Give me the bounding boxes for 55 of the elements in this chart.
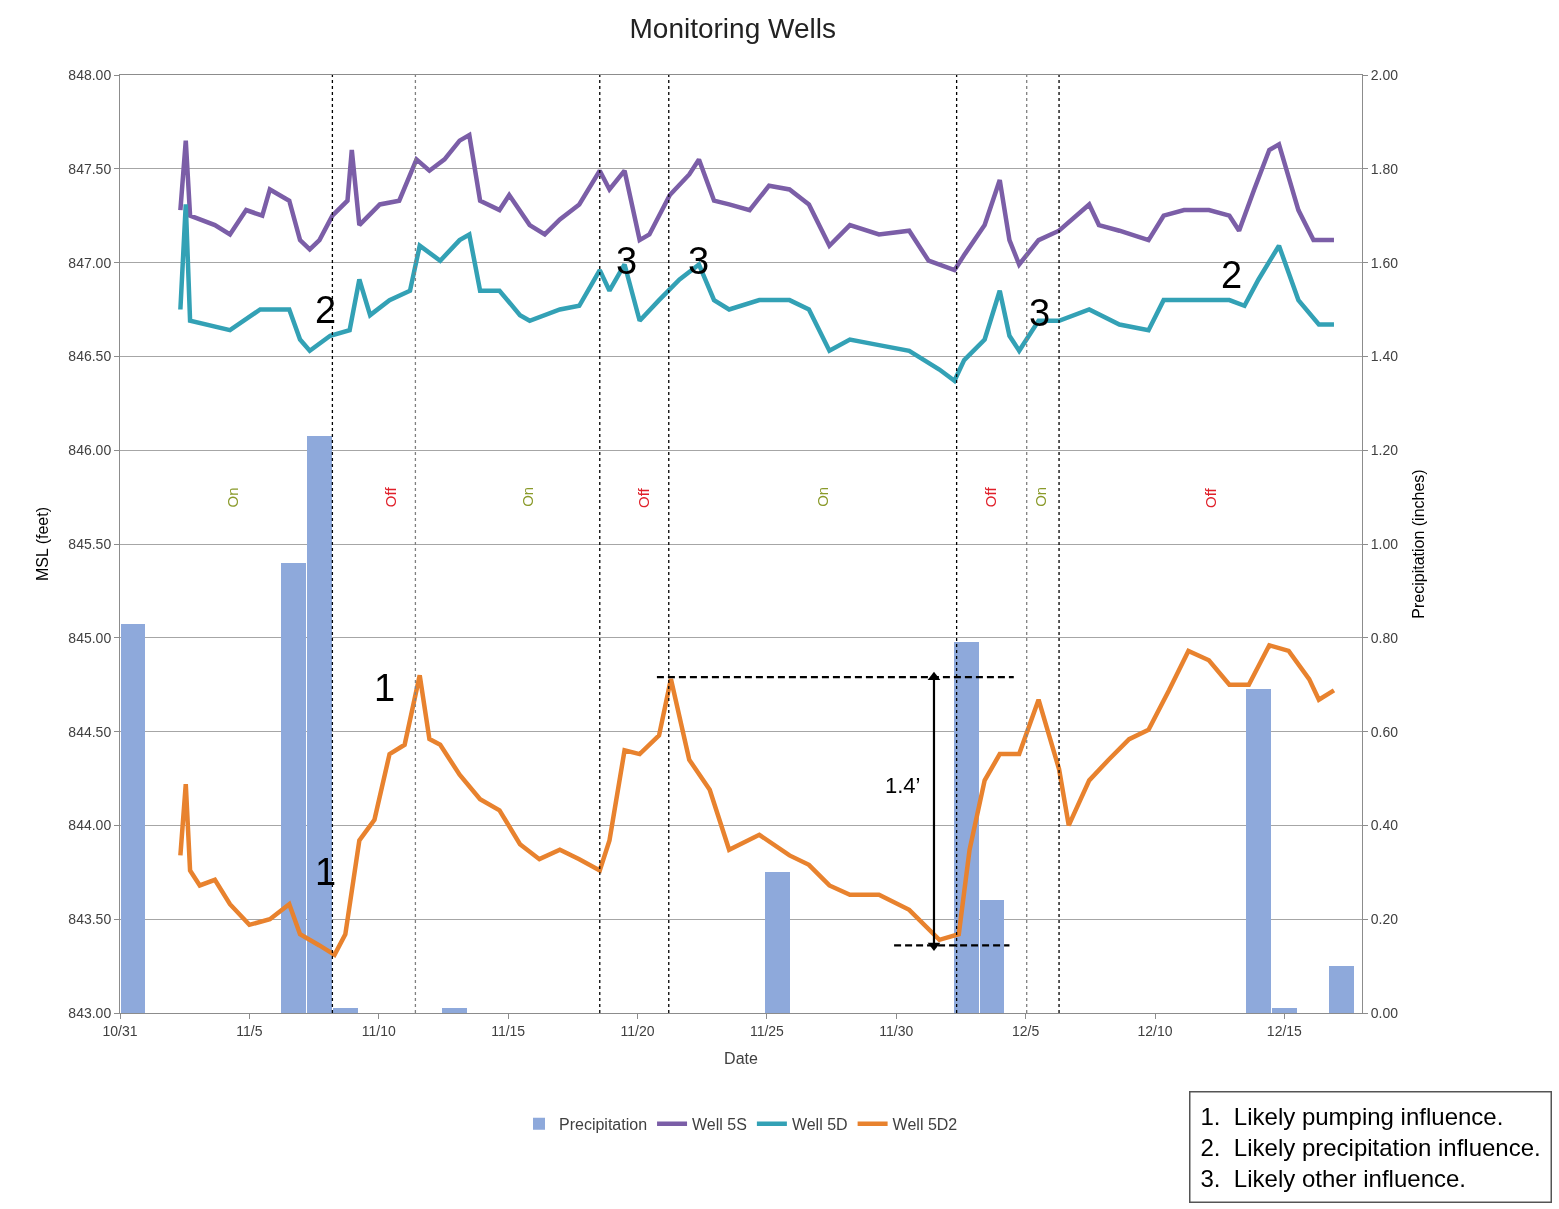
- annotation: On: [224, 487, 242, 508]
- annotation: Off: [981, 486, 999, 508]
- annotation: 1.4’: [885, 773, 921, 798]
- x-tick-label: 11/5: [236, 1022, 263, 1039]
- y2-tick-label: 0.40: [1370, 817, 1399, 834]
- annotation: On: [813, 486, 831, 507]
- annotation: Off: [1201, 487, 1219, 509]
- y2-tick-label: 1.00: [1370, 535, 1399, 552]
- y-tick-label: 847.50: [68, 160, 112, 177]
- legend-label: Well 5D: [791, 1115, 848, 1133]
- y2-tick-label: 0.80: [1370, 629, 1399, 646]
- annotation: Off: [381, 486, 399, 508]
- annotation: 2: [315, 289, 337, 331]
- y-tick-label: 846.00: [68, 442, 112, 459]
- y-tick-label: 844.50: [68, 723, 112, 740]
- y-axis-title: MSL (feet): [34, 506, 52, 582]
- annotation: 2: [1221, 254, 1243, 296]
- y2-tick-label: 1.40: [1370, 348, 1399, 365]
- y-tick-label: 848.00: [68, 66, 112, 83]
- y-tick-label: 843.50: [68, 911, 112, 928]
- x-tick-label: 12/5: [1012, 1022, 1040, 1039]
- x-tick-label: 10/31: [102, 1022, 138, 1039]
- legend-label: Precipitation: [559, 1115, 648, 1133]
- annotation: 3: [616, 240, 638, 282]
- y2-tick-label: 1.80: [1370, 160, 1399, 177]
- annotation: On: [518, 486, 536, 507]
- annotation: 1: [374, 667, 396, 709]
- x-axis-title: Date: [724, 1050, 758, 1068]
- y-tick-label: 844.00: [68, 817, 112, 834]
- annotation: 1: [315, 851, 337, 893]
- text: 1. Likely pumping influence. 2. Likely precipitation influence. 3. Likely other influence.: [1200, 1102, 1541, 1192]
- y2-tick-label: 1.60: [1370, 254, 1399, 271]
- x-tick-label: 11/25: [749, 1022, 785, 1039]
- x-tick-label: 11/10: [361, 1022, 396, 1039]
- y2-tick-label: 0.00: [1370, 1004, 1399, 1021]
- y-tick-label: 845.50: [68, 535, 112, 552]
- y2-tick-label: 2.00: [1370, 66, 1399, 83]
- x-tick-label: 12/10: [1137, 1022, 1173, 1039]
- y-tick-label: 843.00: [68, 1004, 112, 1021]
- annotation: Off: [634, 487, 652, 508]
- y2-tick-label: 0.60: [1370, 723, 1399, 740]
- y2-tick-label: 0.20: [1370, 911, 1399, 928]
- y2-tick-label: 1.20: [1370, 442, 1399, 459]
- x-tick-label: 12/15: [1266, 1022, 1303, 1039]
- y2-axis-title: Precipitation (inches): [1409, 469, 1427, 619]
- annotation: On: [1031, 486, 1049, 507]
- x-tick-label: 11/20: [620, 1022, 655, 1039]
- x-tick-label: 11/15: [491, 1022, 526, 1039]
- chart-title: Monitoring Wells: [629, 12, 836, 44]
- y-tick-label: 845.00: [68, 629, 112, 646]
- y-tick-label: 847.00: [68, 254, 112, 271]
- x-tick-label: 11/30: [879, 1022, 914, 1039]
- legend-label: Well 5S: [692, 1115, 747, 1133]
- legend-label: Well 5D2: [892, 1115, 958, 1133]
- y-tick-label: 846.50: [68, 348, 112, 365]
